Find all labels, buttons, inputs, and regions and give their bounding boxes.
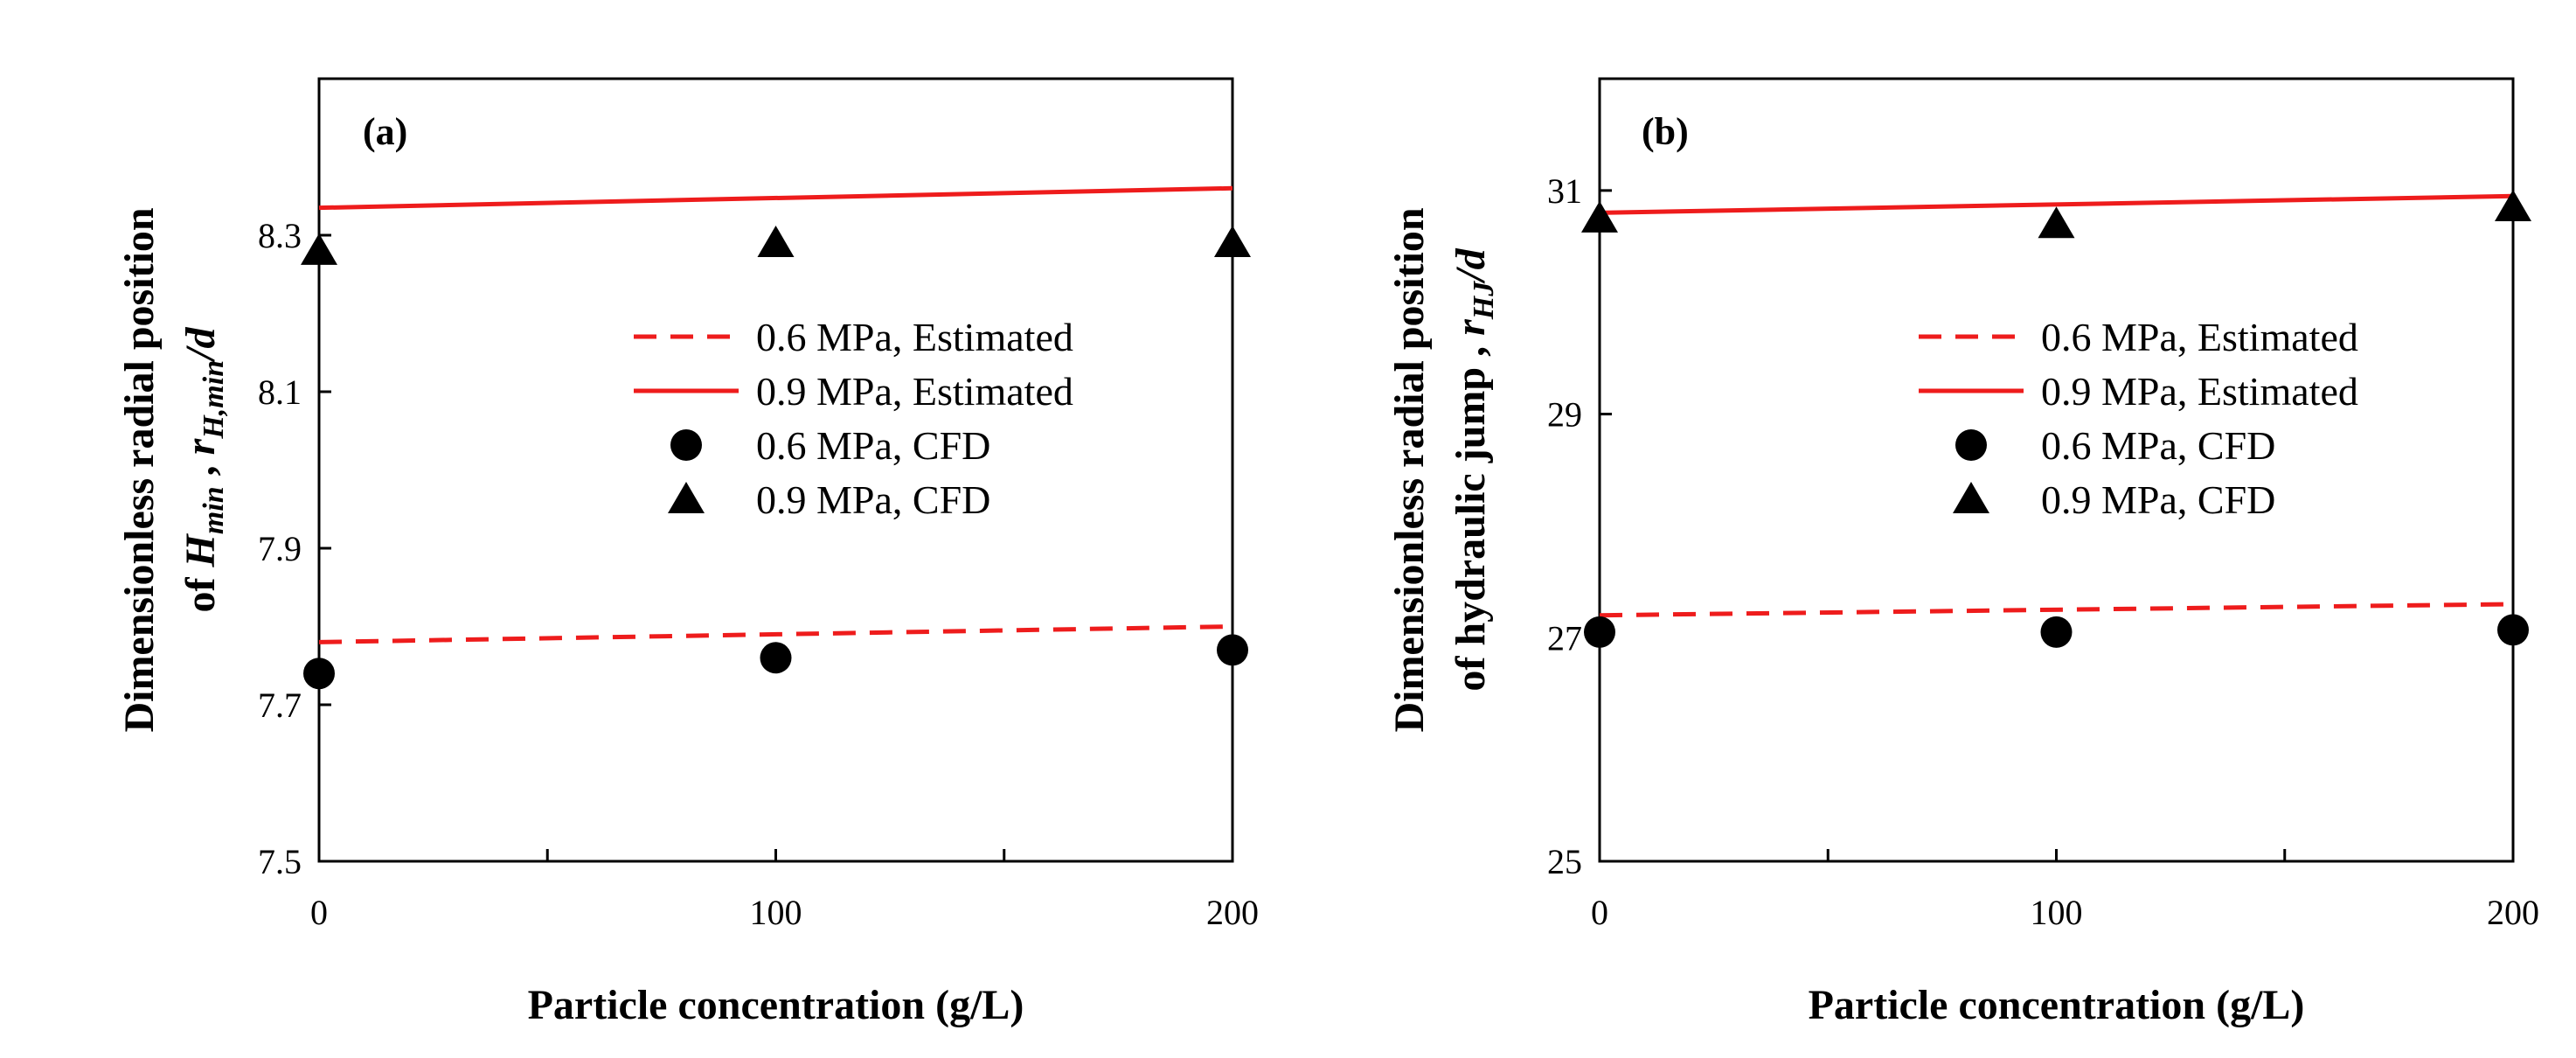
legend-swatch-circle xyxy=(1955,429,1987,461)
x-axis-label: Particle concentration (g/L) xyxy=(528,982,1024,1028)
y-label-h: H xyxy=(177,532,224,567)
y-label-prefix: of hydraulic jump , xyxy=(1448,336,1494,692)
chart-panel-b: 0 100 200 25 27 29 31 (b) Particle concentrati… xyxy=(1386,77,2539,1028)
y-tick-label: 29 xyxy=(1547,395,1582,435)
chart-marks xyxy=(301,185,1251,690)
y-label-r-sub: H,min xyxy=(198,360,230,440)
legend-entry-label: 0.6 MPa, CFD xyxy=(2041,423,2275,468)
y-label-h-sub: min xyxy=(198,486,230,534)
y-tick-label: 31 xyxy=(1547,171,1582,211)
data-point-triangle xyxy=(2038,206,2075,239)
axis-ticks: 0 100 200 7.5 7.7 7.9 8.1 8.3 xyxy=(258,216,1259,932)
legend: 0.6 MPa, Estimated 0.9 MPa, Estimated 0.6 … xyxy=(1919,315,2358,522)
y-tick-label: 25 xyxy=(1547,842,1582,881)
y-tick-label: 8.3 xyxy=(258,216,302,255)
data-point-circle xyxy=(1217,634,1248,666)
legend-swatch-circle xyxy=(670,429,702,461)
legend-entry-label: 0.9 MPa, CFD xyxy=(756,477,990,522)
x-tick-label: 0 xyxy=(1591,893,1608,932)
y-axis-label-line2: of hydraulic jump , rHJ/d xyxy=(1448,247,1500,691)
legend-swatch-triangle xyxy=(1953,482,1989,513)
data-point-triangle xyxy=(757,225,795,257)
series-line-09mpa-estimated xyxy=(1599,193,2514,215)
x-tick-label: 200 xyxy=(2487,893,2539,932)
y-tick-label: 27 xyxy=(1547,618,1582,658)
y-tick-label: 7.5 xyxy=(258,842,302,881)
legend-entry-label: 0.6 MPa, CFD xyxy=(756,423,990,468)
y-label-r: r xyxy=(1448,318,1494,336)
y-label-prefix: of xyxy=(177,567,224,612)
y-label-suffix: /d xyxy=(1448,247,1494,283)
y-label-r-sub: HJ xyxy=(1468,281,1500,320)
y-label-mid: , xyxy=(177,455,224,486)
data-point-circle xyxy=(2040,616,2073,648)
x-tick-label: 100 xyxy=(2031,893,2083,932)
chart-marks xyxy=(1581,190,2531,648)
data-point-triangle xyxy=(1214,225,1251,257)
data-point-triangle xyxy=(301,233,337,265)
data-point-circle xyxy=(303,658,335,690)
axis-ticks: 0 100 200 25 27 29 31 xyxy=(1547,171,2539,932)
x-tick-label: 100 xyxy=(750,893,802,932)
data-point-circle xyxy=(1584,616,1615,648)
panel-label: (a) xyxy=(363,110,407,153)
data-point-triangle xyxy=(1581,200,1618,233)
x-tick-label: 0 xyxy=(310,893,328,932)
chart-panel-a: 0 100 200 7.5 7.7 7.9 8.1 8.3 (a) Particle conc… xyxy=(116,77,1259,1028)
legend-entry-label: 0.9 MPa, Estimated xyxy=(756,369,1073,414)
y-tick-label: 7.7 xyxy=(258,686,302,725)
series-line-09mpa-estimated xyxy=(318,185,1233,211)
legend-entry-label: 0.9 MPa, CFD xyxy=(2041,477,2275,522)
x-axis-label: Particle concentration (g/L) xyxy=(1809,982,2305,1028)
y-label-suffix: /d xyxy=(177,327,224,363)
legend-entry-label: 0.6 MPa, Estimated xyxy=(756,315,1073,359)
legend-entry-label: 0.6 MPa, Estimated xyxy=(2041,315,2358,359)
plot-area-frame xyxy=(1598,77,2515,863)
y-tick-label: 7.9 xyxy=(258,529,302,568)
series-line-06mpa-estimated xyxy=(318,624,1233,644)
data-point-circle xyxy=(760,642,792,674)
y-tick-label: 8.1 xyxy=(258,372,302,412)
data-point-triangle xyxy=(2495,190,2531,222)
data-point-circle xyxy=(2497,614,2529,646)
y-axis-label-line1: Dimensionless radial position xyxy=(116,207,163,732)
x-tick-label: 200 xyxy=(1206,893,1259,932)
y-axis-label-line1: Dimensionless radial position xyxy=(1386,207,1433,732)
legend-swatch-triangle xyxy=(668,482,705,513)
panel-label: (b) xyxy=(1642,110,1689,153)
series-line-06mpa-estimated xyxy=(1599,602,2514,618)
legend: 0.6 MPa, Estimated 0.9 MPa, Estimated 0.6 … xyxy=(634,315,1073,522)
legend-entry-label: 0.9 MPa, Estimated xyxy=(2041,369,2358,414)
y-axis-label-line2: of Hmin , rH,min/d xyxy=(177,327,230,613)
y-label-r: r xyxy=(177,437,224,455)
